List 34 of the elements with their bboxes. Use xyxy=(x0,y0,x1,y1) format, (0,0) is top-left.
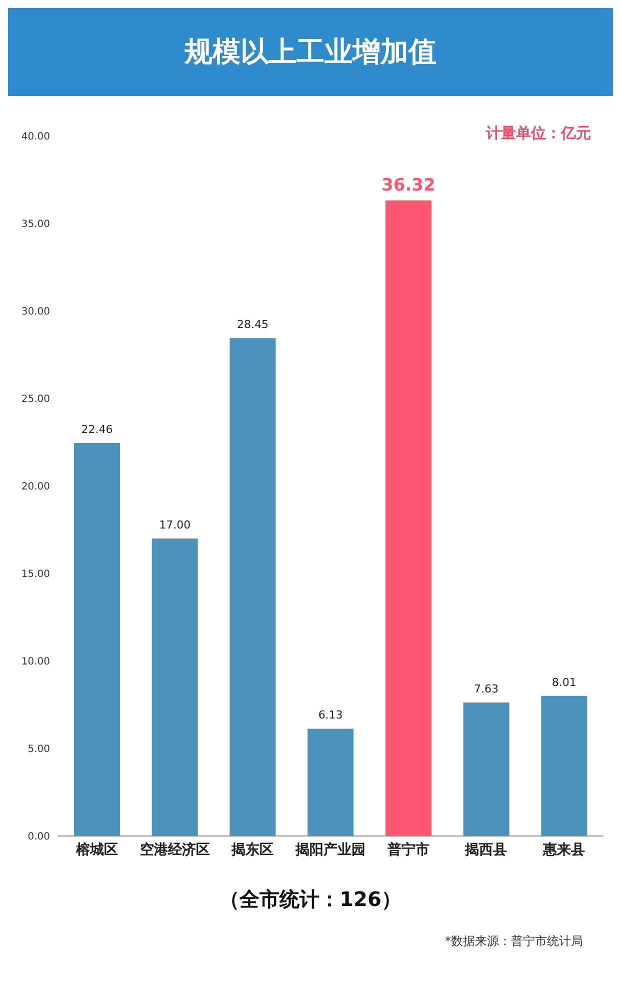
y-tick-label: 35.00 xyxy=(21,219,50,230)
data-label: 7.63 xyxy=(474,682,499,696)
x-tick-label: 惠来县 xyxy=(542,842,586,858)
x-tick-label: 空港经济区 xyxy=(140,840,210,858)
text: （全市统计：126） xyxy=(218,886,402,913)
x-tick-label: 榕城区 xyxy=(74,840,118,858)
bar xyxy=(74,442,120,836)
data-label: 6.13 xyxy=(318,708,343,722)
x-tick-label: 揭东区 xyxy=(230,840,274,858)
bar xyxy=(152,538,198,836)
data-label: 8.01 xyxy=(552,676,576,689)
data-label: 22.46 xyxy=(81,422,113,436)
y-tick-label: 10.00 xyxy=(21,656,50,668)
bar xyxy=(385,200,432,836)
x-tick-label: 揭西县 xyxy=(464,842,508,858)
y-tick-label: 40.00 xyxy=(21,132,50,143)
y-tick-label: 25.00 xyxy=(21,394,50,406)
annotation: 计量单位：亿元 xyxy=(486,124,591,143)
y-tick-label: 20.00 xyxy=(21,482,50,493)
data-label: 36.32 xyxy=(382,175,436,196)
y-tick-label: 0.00 xyxy=(28,832,50,843)
x-tick-label: 揭阳产业园 xyxy=(294,840,366,858)
data-label: 28.45 xyxy=(236,318,268,332)
text: *数据来源：普宁市统计局 xyxy=(444,933,583,950)
y-tick-label: 15.00 xyxy=(21,569,50,580)
x-tick-label: 普宁市 xyxy=(386,840,430,858)
chart-title: 规模以上工业增加值 xyxy=(8,8,613,96)
y-tick-label: 30.00 xyxy=(21,306,50,318)
y-tick-label: 5.00 xyxy=(28,744,50,756)
data-label: 17.00 xyxy=(159,518,191,532)
bar xyxy=(308,728,354,836)
bar xyxy=(230,338,276,836)
bar xyxy=(463,702,510,836)
bar xyxy=(541,696,588,836)
